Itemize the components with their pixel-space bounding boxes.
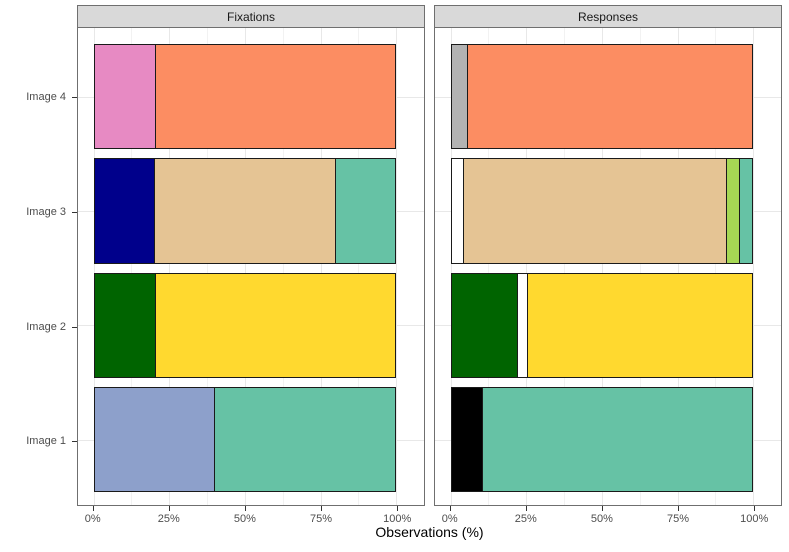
x-tick-label: 0% <box>84 513 101 525</box>
bar-segment <box>451 273 518 377</box>
x-tick <box>525 506 527 511</box>
x-tick <box>754 506 756 511</box>
bar-image-2 <box>450 272 754 378</box>
bar-segment <box>466 44 753 149</box>
x-axis-fixations: 0% 25% 50% 75% 100% <box>77 506 425 536</box>
gridline-x-minor <box>131 28 133 505</box>
gridline-x-minor <box>207 28 209 505</box>
gridline-x-major <box>244 28 246 505</box>
y-tick-label: Image 3 <box>26 205 66 218</box>
y-tick <box>72 96 77 98</box>
panel-fixations <box>77 27 425 506</box>
x-tick-label: 50% <box>233 513 256 525</box>
gridline-x-major <box>677 28 679 505</box>
x-tick <box>244 506 246 511</box>
x-tick <box>397 506 399 511</box>
gridline-x-minor <box>715 28 717 505</box>
bar-segment <box>451 44 467 149</box>
bar-segment <box>94 159 155 263</box>
gridline-x-minor <box>564 28 566 505</box>
facet-fixations: Fixations 0% 25% 50% 75% 100% <box>77 5 425 536</box>
bar-image-1 <box>450 386 754 493</box>
gridline-x-minor <box>639 28 641 505</box>
x-tick-label: 25% <box>157 513 180 525</box>
x-tick-label: 25% <box>514 513 537 525</box>
facet-strip-label: Fixations <box>226 9 276 24</box>
gridline-x-major <box>93 28 95 505</box>
gridline-x-major <box>601 28 603 505</box>
bar-segment <box>739 159 753 263</box>
x-tick <box>449 506 451 511</box>
y-axis: Image 4 Image 3 Image 2 Image 1 <box>0 28 77 507</box>
x-axis-responses: 0% 25% 50% 75% 100% <box>434 506 782 536</box>
x-tick <box>678 506 680 511</box>
y-tick-label: Image 1 <box>26 435 66 448</box>
bar-segment <box>481 387 753 492</box>
gridline-x-minor <box>488 28 490 505</box>
facet-strip: Fixations <box>77 5 425 28</box>
bar-segment <box>451 159 464 263</box>
bar-segment <box>517 273 528 377</box>
bar-segment <box>94 44 155 149</box>
x-tick-label: 100% <box>740 513 769 525</box>
facet-responses: Responses 0% 25% 50% 75% 100% <box>434 5 782 536</box>
bar-image-1 <box>93 386 397 493</box>
x-tick-label: 75% <box>310 513 333 525</box>
bar-segment <box>154 159 335 263</box>
bar-segment <box>334 159 396 263</box>
bar-image-4 <box>450 43 754 150</box>
bar-image-2 <box>93 272 397 378</box>
x-tick <box>92 506 94 511</box>
y-tick-label: Image 4 <box>26 90 66 103</box>
facet-strip-label: Responses <box>577 9 639 24</box>
gridline-x-minor <box>358 28 360 505</box>
bar-segment <box>463 159 727 263</box>
x-tick-label: 0% <box>441 513 458 525</box>
x-tick <box>601 506 603 511</box>
x-axis-title: Observations (%) <box>375 524 484 540</box>
bar-segment <box>451 387 482 492</box>
bar-segment <box>94 387 215 492</box>
bar-segment <box>214 387 396 492</box>
x-tick <box>168 506 170 511</box>
gridline-x-major <box>753 28 755 505</box>
y-tick <box>72 441 77 443</box>
bar-image-3 <box>450 158 754 264</box>
bar-segment <box>94 273 155 377</box>
bar-segment <box>154 44 396 149</box>
gridline-x-major <box>169 28 171 505</box>
panel-responses <box>434 27 782 506</box>
y-tick <box>72 211 77 213</box>
bar-segment <box>154 273 396 377</box>
facet-strip: Responses <box>434 5 782 28</box>
bar-image-4 <box>93 43 397 150</box>
y-tick <box>72 326 77 328</box>
gridline-x-major <box>396 28 398 505</box>
x-tick-label: 50% <box>590 513 613 525</box>
bar-segment <box>726 159 740 263</box>
x-tick-label: 100% <box>383 513 412 525</box>
y-tick-label: Image 2 <box>26 320 66 333</box>
bar-image-3 <box>93 158 397 264</box>
gridline-x-major <box>320 28 322 505</box>
gridline-x-major <box>526 28 528 505</box>
gridline-x-minor <box>282 28 284 505</box>
gridline-x-major <box>450 28 452 505</box>
x-tick <box>321 506 323 511</box>
x-tick-label: 75% <box>667 513 690 525</box>
bar-segment <box>527 273 753 377</box>
